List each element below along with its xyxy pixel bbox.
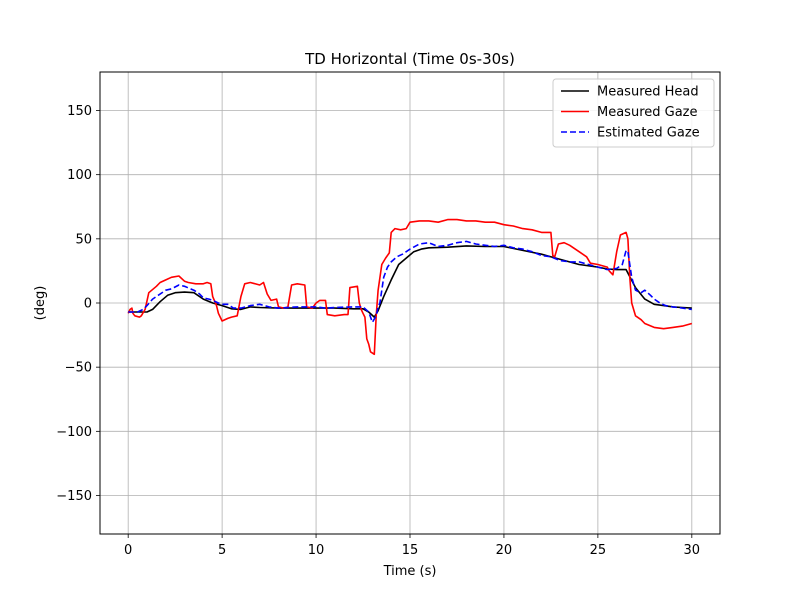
y-tick-label: 150 [67, 104, 92, 119]
chart-title: TD Horizontal (Time 0s-30s) [304, 50, 515, 68]
y-axis-label: (deg) [33, 286, 48, 321]
legend-label: Measured Head [597, 85, 699, 100]
y-tick-label: −150 [56, 489, 92, 504]
x-tick-label: 15 [402, 543, 419, 558]
y-tick-label: 50 [75, 232, 92, 247]
legend-label: Measured Gaze [597, 105, 698, 120]
x-tick-label: 10 [308, 543, 325, 558]
legend: Measured Head Measured Gaze Estimated Gaze [552, 78, 715, 148]
x-tick-label: 20 [496, 543, 513, 558]
y-tick-label: 100 [67, 168, 92, 183]
y-tick-label: 0 [84, 297, 92, 312]
series-lines [127, 218, 693, 356]
legend-box [552, 78, 715, 148]
x-tick-label: 30 [684, 543, 701, 558]
y-tick-label: −50 [65, 361, 92, 376]
series-line-measured-gaze [127, 218, 693, 356]
x-ticks: 0 5 10 15 20 25 30 [124, 534, 700, 558]
x-tick-label: 25 [590, 543, 607, 558]
legend-label: Estimated Gaze [597, 126, 700, 141]
y-ticks: −150 −100 −50 0 50 100 150 [56, 104, 100, 504]
y-tick-label: −100 [56, 425, 92, 440]
x-tick-label: 5 [218, 543, 226, 558]
x-axis-label: Time (s) [383, 564, 437, 579]
x-tick-label: 0 [124, 543, 132, 558]
series-line-estimated-gaze [128, 240, 692, 324]
